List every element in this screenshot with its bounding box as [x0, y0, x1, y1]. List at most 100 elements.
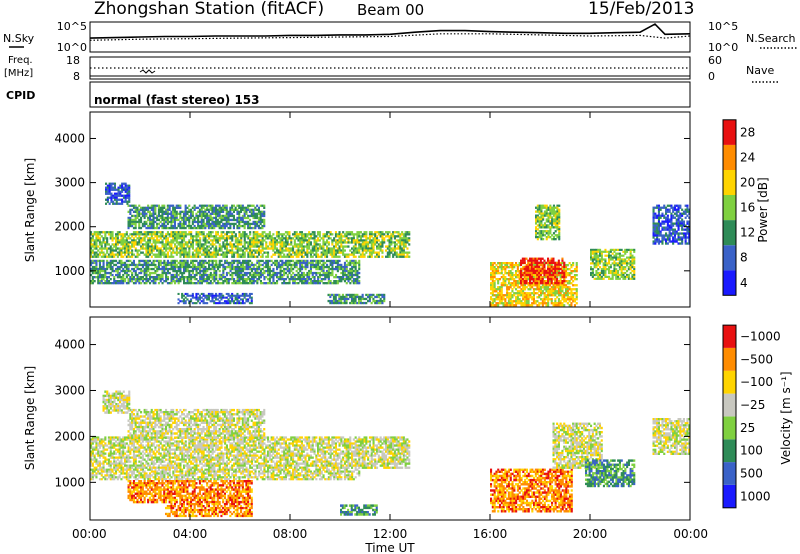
heatmap-cell — [504, 272, 507, 275]
heatmap-cell — [163, 253, 166, 256]
heatmap-cell — [493, 270, 496, 273]
heatmap-cell — [543, 294, 546, 297]
heatmap-cell — [301, 271, 304, 275]
heatmap-cell — [231, 273, 234, 277]
heatmap-cell — [179, 253, 182, 256]
heatmap-cell — [234, 280, 237, 283]
heatmap-cell — [320, 253, 323, 256]
heatmap-cell — [174, 243, 177, 246]
heatmap-cell — [166, 251, 169, 254]
heatmap-cell — [408, 231, 411, 234]
heatmap-cell — [301, 265, 304, 269]
heatmap-cell — [191, 243, 194, 246]
heatmap-cell — [497, 304, 500, 307]
heatmap-cell — [163, 237, 166, 240]
heatmap-cell — [399, 243, 402, 246]
heatmap-cell — [172, 212, 175, 215]
heatmap-cell — [559, 276, 562, 279]
heatmap-cell — [304, 253, 307, 256]
heatmap-cell — [179, 265, 182, 269]
heatmap-cell — [295, 237, 298, 240]
heatmap-cell — [267, 259, 270, 263]
heatmap-cell — [385, 245, 388, 248]
heatmap-cell — [525, 302, 528, 305]
heatmap-cell — [195, 271, 198, 275]
heatmap-cell — [342, 273, 345, 277]
heatmap-cell — [150, 237, 153, 240]
heatmap-cell — [186, 261, 189, 265]
heatmap-cell — [213, 212, 216, 215]
noise-right-tick-top: 10^5 — [708, 20, 738, 33]
heatmap-cell — [527, 304, 530, 307]
heatmap-cell — [174, 259, 177, 263]
heatmap-cell — [529, 268, 532, 271]
heatmap-cell — [254, 237, 257, 240]
heatmap-cell — [497, 286, 500, 289]
heatmap-cell — [376, 235, 379, 238]
heatmap-cell — [161, 233, 164, 236]
heatmap-cell — [261, 249, 264, 252]
heatmap-cell — [516, 264, 519, 267]
heatmap-cell — [184, 226, 187, 230]
heatmap-cell — [334, 235, 337, 238]
heatmap-cell — [525, 278, 528, 281]
heatmap-cell — [215, 249, 218, 252]
heatmap-cell — [493, 294, 496, 297]
heatmap-cell — [231, 206, 234, 209]
heatmap-cell — [270, 239, 273, 242]
heatmap-cell — [240, 261, 243, 265]
heatmap-cell — [170, 280, 173, 283]
heatmap-cell — [388, 253, 391, 256]
heatmap-cell — [358, 241, 361, 244]
heatmap-cell — [552, 282, 555, 285]
heatmap-cell — [222, 271, 225, 275]
heatmap-cell — [149, 271, 152, 275]
heatmap-cell — [570, 298, 573, 301]
heatmap-cell — [336, 265, 339, 269]
heatmap-cell — [165, 276, 168, 279]
heatmap-cell — [150, 276, 153, 279]
heatmap-cell — [191, 237, 194, 240]
heatmap-cell — [199, 239, 202, 242]
heatmap-cell — [250, 222, 253, 226]
heatmap-cell — [91, 245, 94, 248]
heatmap-cell — [148, 220, 151, 224]
heatmap-cell — [306, 253, 309, 256]
heatmap-cell — [284, 282, 287, 285]
heatmap-cell — [109, 231, 112, 234]
heatmap-cell — [143, 269, 146, 273]
heatmap-cell — [181, 296, 184, 299]
heatmap-cell — [534, 264, 537, 267]
heatmap-cell — [106, 247, 109, 250]
heatmap-cell — [565, 286, 568, 289]
heatmap-cell — [131, 233, 134, 236]
heatmap-cell — [227, 249, 230, 252]
heatmap-cell — [154, 216, 157, 220]
heatmap-cell — [326, 245, 329, 248]
heatmap-cell — [225, 292, 228, 295]
heatmap-cell — [116, 243, 119, 246]
heatmap-cell — [318, 231, 321, 234]
heatmap-cell — [275, 249, 278, 252]
heatmap-cell — [227, 294, 230, 297]
heatmap-cell — [206, 294, 209, 297]
heatmap-cell — [322, 278, 325, 281]
heatmap-cell — [322, 251, 325, 254]
heatmap-cell — [204, 237, 207, 240]
heatmap-cell — [93, 251, 96, 254]
heatmap-cell — [404, 233, 407, 236]
heatmap-cell — [550, 294, 553, 297]
heatmap-cell — [565, 280, 568, 283]
heatmap-cell — [215, 294, 218, 297]
heatmap-cell — [165, 245, 168, 248]
heatmap-cell — [284, 259, 287, 263]
heatmap-cell — [541, 269, 544, 273]
heatmap-cell — [372, 297, 375, 301]
heatmap-cell — [541, 286, 544, 289]
heatmap-cell — [404, 239, 407, 242]
heatmap-cell — [408, 251, 411, 254]
heatmap-cell — [172, 269, 175, 273]
heatmap-cell — [365, 239, 368, 242]
heatmap-cell — [172, 267, 175, 271]
heatmap-cell — [204, 210, 207, 213]
